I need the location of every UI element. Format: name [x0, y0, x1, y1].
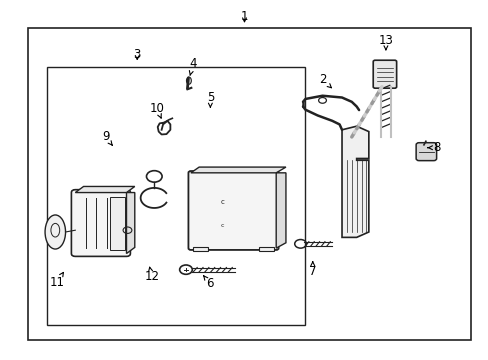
Polygon shape	[75, 186, 135, 193]
Polygon shape	[126, 193, 135, 253]
Bar	[27, 28, 470, 339]
Text: 13: 13	[378, 33, 392, 50]
Bar	[259, 247, 273, 251]
Polygon shape	[341, 126, 368, 237]
Text: 1: 1	[240, 10, 248, 23]
FancyBboxPatch shape	[71, 190, 130, 256]
Text: 3: 3	[133, 48, 141, 61]
Text: 7: 7	[308, 262, 316, 278]
FancyBboxPatch shape	[415, 143, 436, 161]
Text: 6: 6	[203, 276, 214, 291]
Polygon shape	[276, 173, 285, 248]
Bar	[110, 197, 125, 250]
Text: 2: 2	[318, 73, 331, 88]
Ellipse shape	[186, 77, 191, 84]
Text: 10: 10	[149, 102, 164, 118]
FancyBboxPatch shape	[372, 60, 396, 88]
Text: 8: 8	[427, 141, 440, 154]
Text: 12: 12	[144, 267, 159, 283]
Text: 11: 11	[49, 273, 64, 289]
Text: c: c	[221, 222, 224, 228]
Text: 4: 4	[189, 57, 197, 76]
Text: 5: 5	[206, 91, 214, 107]
Text: 9: 9	[102, 130, 112, 145]
Ellipse shape	[45, 215, 65, 249]
FancyBboxPatch shape	[188, 171, 278, 250]
Bar	[47, 67, 305, 325]
Bar	[193, 247, 207, 251]
Polygon shape	[190, 167, 285, 173]
Text: c: c	[220, 199, 224, 206]
